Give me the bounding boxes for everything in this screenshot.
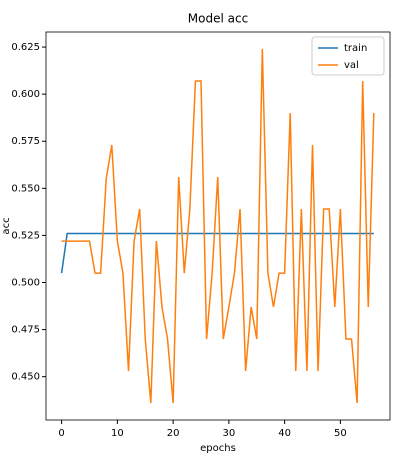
legend-label: val (344, 60, 359, 71)
x-axis-label: epochs (200, 443, 236, 454)
y-tick-label: 0.475 (11, 325, 40, 336)
x-tick-label: 40 (278, 428, 291, 439)
x-tick-label: 30 (223, 428, 236, 439)
x-tick-label: 10 (111, 428, 124, 439)
line-series (61, 48, 375, 404)
y-tick-label: 0.625 (11, 42, 40, 53)
plot-frame (45, 31, 391, 421)
y-tick-label: 0.600 (11, 89, 40, 100)
y-tick-label: 0.575 (11, 136, 40, 147)
x-tick-label: 0 (58, 428, 64, 439)
x-tick-label: 50 (334, 428, 347, 439)
legend-label: train (344, 43, 367, 54)
chart-title: Model acc (188, 12, 248, 26)
y-axis-label: acc (1, 217, 12, 234)
y-tick-label: 0.450 (11, 372, 40, 383)
y-tick-label: 0.550 (11, 183, 40, 194)
y-tick-label: 0.500 (11, 278, 40, 289)
line-series (60, 232, 374, 274)
x-tick-label: 20 (167, 428, 180, 439)
y-tick-label: 0.525 (11, 230, 40, 241)
